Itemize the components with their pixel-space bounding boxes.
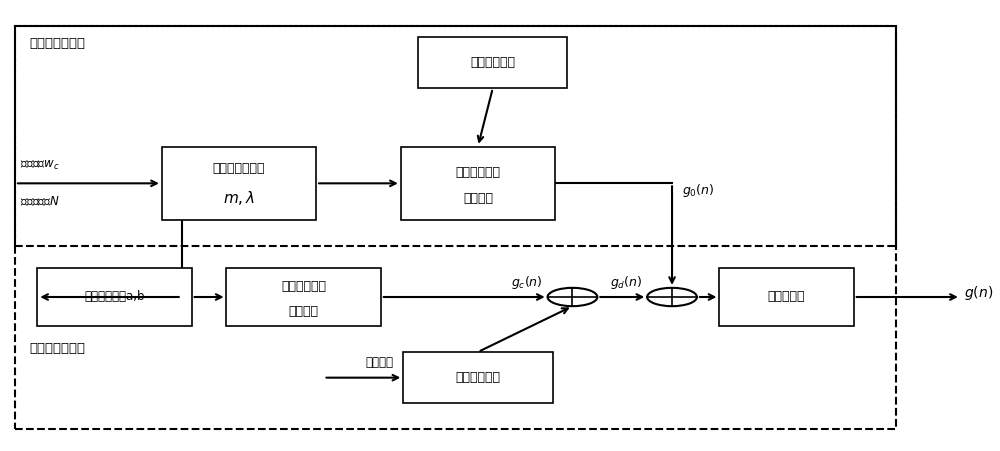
- Text: $g(n)$: $g(n)$: [964, 284, 993, 302]
- Text: 确定滤波器参数: 确定滤波器参数: [213, 162, 265, 175]
- Text: $m, \lambda$: $m, \lambda$: [223, 189, 255, 207]
- Text: 求取补偿参数a,b: 求取补偿参数a,b: [84, 290, 145, 304]
- Text: 滤波器阶数$N$: 滤波器阶数$N$: [20, 195, 60, 208]
- FancyBboxPatch shape: [226, 267, 381, 327]
- Text: 凯撒卷积单窗: 凯撒卷积单窗: [455, 371, 500, 384]
- FancyBboxPatch shape: [719, 267, 854, 327]
- Text: $g_0(n)$: $g_0(n)$: [682, 182, 714, 199]
- Text: 数解析式: 数解析式: [463, 192, 493, 204]
- Text: 优化参数: 优化参数: [365, 356, 393, 369]
- Text: 截止频率$w_c$: 截止频率$w_c$: [20, 158, 60, 171]
- Text: 补偿滤波器设计: 补偿滤波器设计: [30, 342, 86, 355]
- Text: 补偿滤波器系: 补偿滤波器系: [281, 280, 326, 293]
- Text: 频移滤波器系: 频移滤波器系: [455, 166, 500, 179]
- Text: $g_d(n)$: $g_d(n)$: [610, 274, 642, 291]
- Text: 低通转高通: 低通转高通: [768, 290, 805, 304]
- Text: 哈明卷积单窗: 哈明卷积单窗: [470, 56, 515, 69]
- FancyBboxPatch shape: [162, 147, 316, 220]
- FancyBboxPatch shape: [403, 352, 553, 403]
- FancyBboxPatch shape: [418, 37, 567, 88]
- Text: 数解析式: 数解析式: [289, 305, 319, 318]
- FancyBboxPatch shape: [401, 147, 555, 220]
- Text: $g_c(n)$: $g_c(n)$: [511, 274, 543, 291]
- Text: 频移滤波器设计: 频移滤波器设计: [30, 37, 86, 51]
- FancyBboxPatch shape: [37, 267, 192, 327]
